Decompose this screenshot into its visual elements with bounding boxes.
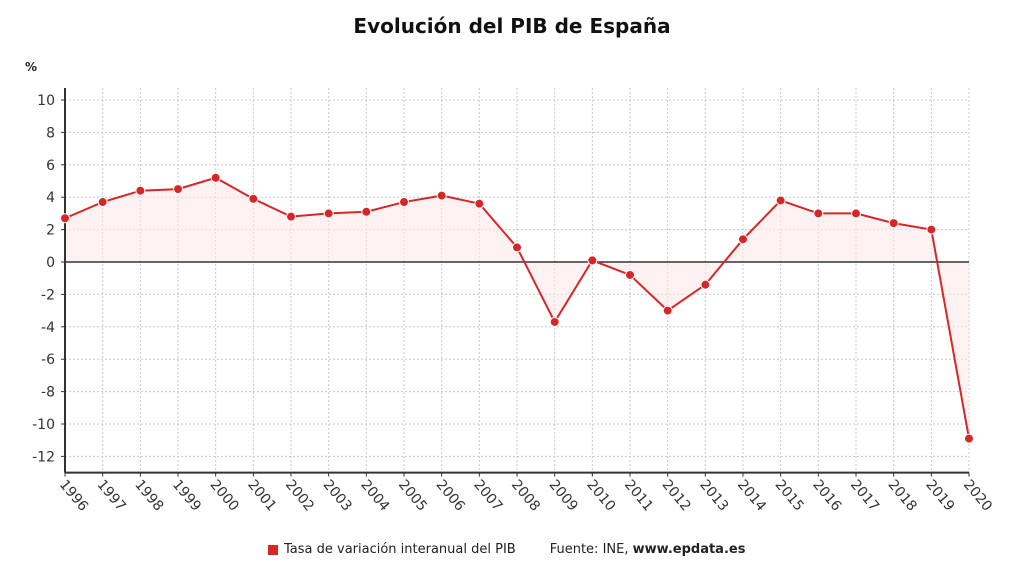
chart-title: Evolución del PIB de España xyxy=(353,14,671,38)
y-tick-label: -8 xyxy=(41,385,55,401)
data-point xyxy=(286,211,296,222)
x-tick-label: 2015 xyxy=(772,477,807,515)
data-point xyxy=(587,255,598,266)
x-tick-label: 2013 xyxy=(696,477,731,515)
data-point xyxy=(60,213,70,224)
x-tick-label: 1996 xyxy=(56,477,91,515)
data-point xyxy=(625,269,635,280)
x-tick-label: 2016 xyxy=(809,477,844,515)
y-tick-label: 2 xyxy=(46,223,55,239)
data-point xyxy=(210,172,221,183)
data-point xyxy=(248,193,259,204)
x-tick-label: 2012 xyxy=(659,477,694,515)
y-tick-label: -2 xyxy=(41,287,55,303)
x-tick-label: 2014 xyxy=(734,477,769,515)
x-tick-label: 2010 xyxy=(583,477,618,515)
data-point xyxy=(813,208,824,219)
y-tick-label: 6 xyxy=(46,158,55,174)
x-tick-label: 2018 xyxy=(885,477,920,515)
x-tick-label: 2000 xyxy=(207,477,242,515)
data-point xyxy=(662,305,673,316)
data-point xyxy=(964,433,974,444)
data-point xyxy=(323,208,334,219)
y-tick-label: 8 xyxy=(46,125,55,141)
data-point xyxy=(549,316,560,327)
y-tick-label: -4 xyxy=(41,320,55,336)
data-point xyxy=(361,206,372,217)
y-tick-label: -6 xyxy=(41,352,55,368)
y-tick-label: 0 xyxy=(46,255,55,271)
y-tick-label: 10 xyxy=(37,93,55,109)
y-axis-unit: % xyxy=(25,60,38,74)
x-tick-label: 2019 xyxy=(922,477,957,515)
legend: Tasa de variación interanual del PIB Fue… xyxy=(268,542,745,557)
data-point xyxy=(399,197,409,208)
y-tick-label: -10 xyxy=(32,417,55,433)
x-tick-label: 2017 xyxy=(847,477,882,515)
y-tick-label: 4 xyxy=(46,190,55,206)
x-tick-label: 2001 xyxy=(244,477,279,515)
x-tick-label: 1997 xyxy=(94,477,129,515)
x-tick-label: 2002 xyxy=(282,477,317,515)
data-point xyxy=(775,195,786,206)
data-point xyxy=(851,208,861,219)
data-point xyxy=(888,218,899,229)
x-tick-label: 1998 xyxy=(131,477,166,515)
x-tick-label: 2008 xyxy=(508,477,543,515)
data-point xyxy=(135,185,146,196)
data-point xyxy=(173,184,183,195)
x-tick-label: 2003 xyxy=(320,477,355,515)
y-tick-label: -12 xyxy=(32,449,55,465)
x-tick-label: 1999 xyxy=(169,477,204,515)
data-point xyxy=(738,234,748,245)
data-point xyxy=(700,279,711,290)
data-point xyxy=(512,242,522,253)
data-point xyxy=(926,224,937,235)
x-tick-label: 2020 xyxy=(960,477,995,515)
x-tick-label: 2007 xyxy=(470,477,505,515)
legend-swatch xyxy=(268,544,278,555)
x-tick-label: 2006 xyxy=(433,477,468,515)
legend-label: Tasa de variación interanual del PIB xyxy=(284,542,516,557)
source-text: Fuente: INE, www.epdata.es xyxy=(549,542,746,557)
x-tick-label: 2005 xyxy=(395,477,430,515)
data-point xyxy=(436,190,447,201)
data-point xyxy=(474,198,485,209)
x-tick-label: 2009 xyxy=(546,477,581,515)
data-point xyxy=(97,197,108,208)
source-site: www.epdata.es xyxy=(632,542,746,557)
x-tick-label: 2011 xyxy=(621,477,656,515)
x-tick-label: 2004 xyxy=(357,477,392,515)
